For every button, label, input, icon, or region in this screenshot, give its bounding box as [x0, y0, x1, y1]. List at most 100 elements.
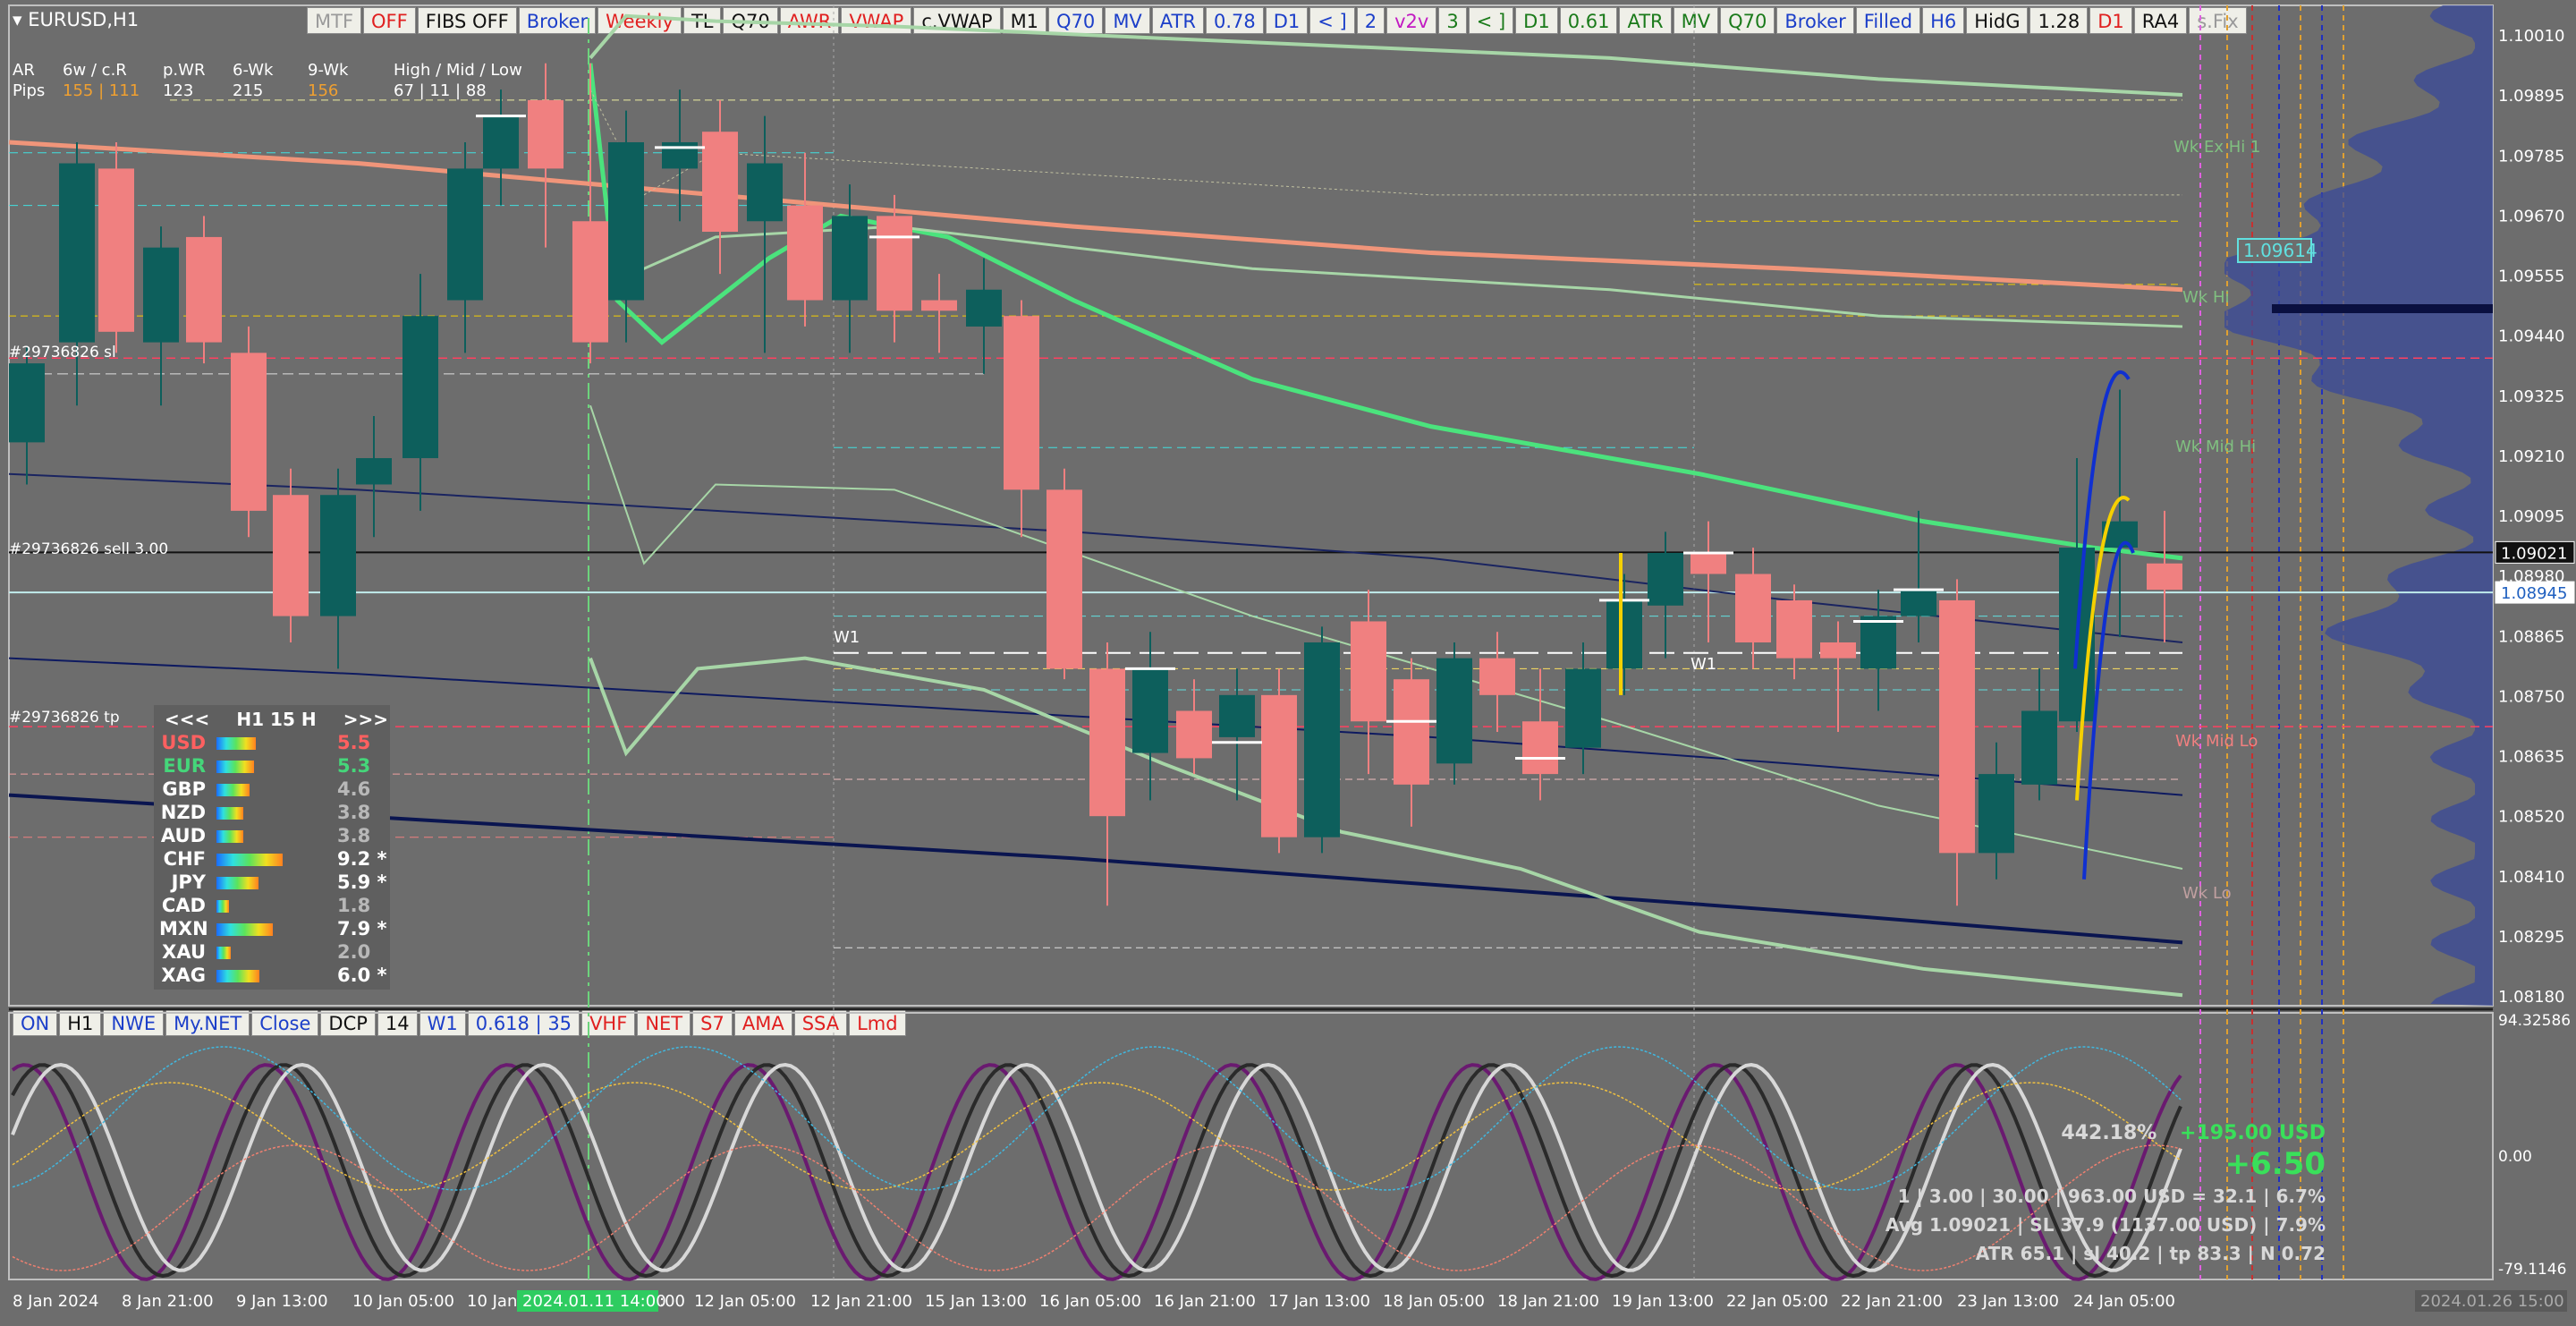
bull-candle — [9, 363, 45, 442]
strength-value: 5.9 * — [337, 871, 387, 893]
strength-value: 2.0 — [337, 941, 370, 963]
time-right-label: 2024.01.26 15:00 — [2420, 1292, 2564, 1311]
time-tick-label: 23 Jan 13:00 — [1957, 1292, 2059, 1311]
strength-row-usd: USD 5.5 — [154, 732, 390, 755]
bull-candle — [1436, 659, 1472, 764]
strength-currency: GBP — [159, 778, 206, 800]
bear-candle — [1479, 659, 1515, 695]
strength-currency: CAD — [159, 895, 206, 916]
bear-candle — [1004, 316, 1039, 489]
strength-bar — [216, 947, 231, 959]
price-tick-label: 1.09325 — [2498, 387, 2564, 406]
volume-profile — [2224, 5, 2493, 1006]
green-ma — [590, 64, 2182, 558]
strength-row-gbp: GBP 4.6 — [154, 778, 390, 802]
bear-candle — [572, 221, 608, 342]
poc-bar — [2272, 304, 2493, 313]
strength-value: 5.5 — [337, 732, 370, 753]
bull-candle — [966, 290, 1002, 327]
strength-currency: XAG — [159, 965, 206, 986]
info-pwr-val: 123 — [163, 81, 233, 100]
bear-candle — [1522, 721, 1558, 774]
bull-candle — [483, 116, 519, 169]
bear-candle — [1261, 695, 1297, 837]
bull-candle — [59, 164, 95, 343]
bull-candle — [320, 495, 356, 616]
strength-prev-button[interactable]: <<< — [165, 709, 209, 732]
strength-row-eur: EUR 5.3 — [154, 755, 390, 778]
time-tick-label: 18 Jan 05:00 — [1383, 1292, 1485, 1311]
bull-candle — [402, 316, 438, 458]
price-tick-label: 1.08865 — [2498, 627, 2564, 646]
strength-next-button[interactable]: >>> — [343, 709, 388, 732]
strength-value: 5.3 — [337, 755, 370, 777]
bear-candle — [1176, 710, 1212, 758]
bull-candle — [1606, 600, 1642, 668]
strength-currency: XAU — [159, 941, 206, 963]
bull-candle — [1648, 553, 1683, 606]
bull-candle — [1860, 616, 1896, 669]
bull-candle — [1565, 668, 1601, 747]
time-tick-label: 12 Jan 05:00 — [694, 1292, 796, 1311]
sl-order-label: #29736826 sl — [9, 344, 116, 361]
level-label-wk_lo: Wk Lo — [2182, 884, 2232, 903]
info-hml-val: 67 | 11 | 88 — [394, 81, 487, 100]
volume-profile-area — [2224, 5, 2493, 1006]
strength-currency: MXN — [159, 918, 206, 939]
price-tick-label: 1.08635 — [2498, 748, 2564, 767]
info-6wk-val: 215 — [233, 81, 308, 100]
osc-yellow — [13, 1083, 2181, 1190]
strength-bar — [216, 970, 259, 982]
bear-candle — [1735, 574, 1771, 642]
bear-candle — [2147, 564, 2182, 590]
bear-candle — [787, 206, 823, 301]
price-tick-label: 1.09670 — [2498, 207, 2564, 225]
time-tick-label: 16 Jan 05:00 — [1039, 1292, 1141, 1311]
strength-bar — [216, 807, 243, 820]
strength-currency: AUD — [159, 825, 206, 846]
price-tick-label: 1.09440 — [2498, 327, 2564, 346]
bull-candle — [2021, 710, 2057, 784]
level-label-w1: W1 — [834, 628, 860, 647]
time-tick-label: 10 Jan 05:00 — [352, 1292, 454, 1311]
bear-candle — [98, 168, 134, 331]
strength-row-xau: XAU 2.0 — [154, 941, 390, 965]
strength-bar — [216, 854, 283, 866]
strength-row-nzd: NZD 3.8 — [154, 802, 390, 825]
strength-bar — [216, 900, 229, 913]
bull-candle — [1132, 668, 1168, 752]
bear-candle — [273, 495, 309, 616]
bull-candle — [447, 168, 483, 300]
info-hml: High / Mid / Low — [394, 61, 522, 80]
bull-candle — [1979, 774, 2014, 853]
oscillator-panel — [13, 1047, 2181, 1279]
time-tick-label: 8 Jan 2024 — [13, 1292, 98, 1311]
tp-order-label: #29736826 tp — [9, 709, 120, 727]
strength-bar — [216, 784, 250, 796]
strength-currency: JPY — [159, 871, 206, 893]
stats-pips: +6.50 — [1885, 1146, 2326, 1182]
time-tick-label: 16 Jan 21:00 — [1154, 1292, 1256, 1311]
bull-candle — [143, 248, 179, 343]
time-tick-label: 17 Jan 13:00 — [1268, 1292, 1370, 1311]
bear-candle — [1820, 642, 1856, 659]
strength-timeframe: H1 15 H — [236, 709, 316, 732]
price-tick-label: 1.10010 — [2498, 27, 2564, 46]
info-pwr: p.WR — [163, 61, 233, 80]
price-tick-label: 1.08520 — [2498, 808, 2564, 827]
strength-bar — [216, 877, 258, 889]
info-9wk: 9-Wk — [308, 61, 394, 80]
time-tick-label: 8 Jan 21:00 — [122, 1292, 214, 1311]
upper-band-3 — [590, 89, 2182, 195]
stats-line2: Avg 1.09021 | SL 37.9 (1137.00 USD) | 7.… — [1885, 1214, 2326, 1236]
time-tick-label: 24 Jan 05:00 — [2073, 1292, 2175, 1311]
bear-candle — [1089, 668, 1125, 816]
strength-value: 3.8 — [337, 825, 370, 846]
stats-profit: +195.00 USD — [2180, 1122, 2326, 1144]
strength-row-cad: CAD 1.8 — [154, 895, 390, 918]
price-tick-label: 1.09210 — [2498, 447, 2564, 466]
strength-currency: CHF — [159, 848, 206, 870]
axes: 1.100101.098951.097851.096701.095551.094… — [13, 27, 2574, 1312]
bull-candle — [832, 216, 868, 300]
stats-line3: ATR 65.1 | sl 40.2 | tp 83.3 | N 0.72 — [1885, 1243, 2326, 1264]
